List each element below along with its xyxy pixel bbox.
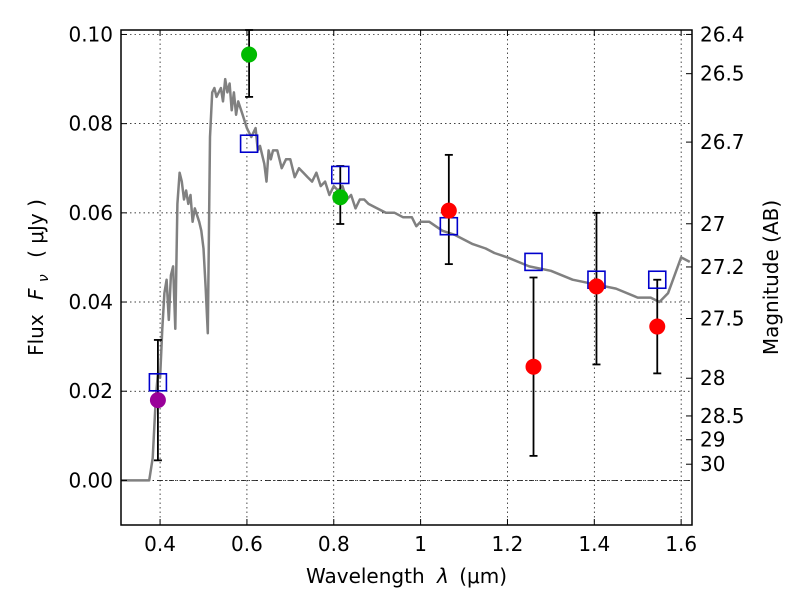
model-square-marker — [647, 270, 667, 290]
y2-tick-label: 26.4 — [700, 22, 745, 46]
x-tick-label: 1.4 — [578, 532, 610, 556]
y-tick-label: 0.10 — [68, 22, 113, 46]
model-square-group — [148, 134, 667, 392]
grid — [121, 30, 692, 525]
y2-tick-label: 27.5 — [700, 306, 745, 330]
x-tick-label: 1.6 — [665, 532, 697, 556]
data-point-purple — [149, 392, 166, 409]
model-square-marker — [239, 134, 259, 154]
y-tick-label: 0.04 — [68, 290, 113, 314]
y-tick-label: 0.06 — [68, 201, 113, 225]
data-point-red — [649, 318, 666, 335]
y2-tick-label: 26.7 — [700, 130, 745, 154]
y2-tick-label: 26.5 — [700, 62, 745, 86]
tick-group: 0.4 0.6 0.8 1 1.2 1.4 1.6 0.00 0.02 0.04 0.06 0.08 0… — [68, 22, 744, 556]
data-point-green — [332, 189, 349, 206]
x-tick-label: 1.2 — [492, 532, 524, 556]
y-tick-label: 0.02 — [68, 379, 113, 403]
x-axis-title-unit: (μm) — [459, 564, 507, 588]
y2-axis-title: Magnitude (AB) — [759, 200, 783, 355]
y2-tick-label: 27 — [700, 212, 725, 236]
x-tick-label: 1 — [414, 532, 427, 556]
y-tick-label: 0.00 — [68, 468, 113, 492]
sed-line-group — [121, 77, 691, 482]
y-axis-title-unit: ( μJy ) — [24, 199, 48, 258]
y-axis-title-word: Flux — [24, 314, 48, 356]
data-point-red — [440, 202, 457, 219]
y2-tick-label: 27.2 — [700, 255, 745, 279]
y-axis-title-subscript: ν — [36, 274, 52, 282]
x-tick-label: 0.4 — [144, 532, 176, 556]
plot-frame — [120, 29, 693, 526]
model-square-marker — [330, 165, 350, 185]
data-point-green — [241, 46, 258, 63]
y-axis-title: Flux F ν ( μJy ) — [24, 199, 53, 356]
y2-tick-label: 28 — [700, 366, 725, 390]
y2-tick-label: 28.5 — [700, 404, 745, 428]
model-square-marker — [524, 252, 543, 272]
sed-spectrum-line — [121, 77, 691, 482]
model-square-marker — [148, 372, 168, 392]
y-axis-title-symbol: F — [24, 288, 48, 300]
x-tick-label: 0.6 — [231, 532, 263, 556]
data-point-red — [525, 358, 542, 375]
y-tick-label: 0.08 — [68, 112, 113, 136]
y2-tick-label: 29 — [700, 428, 725, 452]
y2-tick-label: 30 — [700, 452, 725, 476]
observed-point-group — [149, 46, 666, 409]
x-axis-title: Wavelength λ (μm) — [306, 564, 507, 588]
x-axis-title-word: Wavelength — [306, 564, 425, 588]
x-axis-title-symbol: λ — [436, 564, 449, 588]
x-tick-label: 0.8 — [318, 532, 350, 556]
data-point-red — [588, 278, 605, 295]
